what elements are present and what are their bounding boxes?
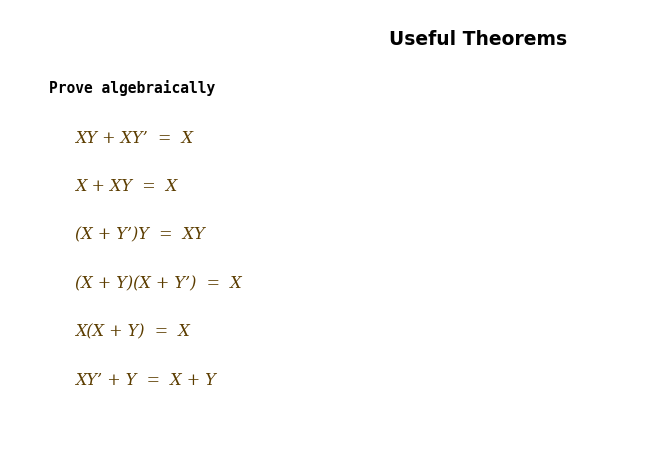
Text: Prove algebraically: Prove algebraically <box>49 80 215 96</box>
Text: X(X + Y)  =  X: X(X + Y) = X <box>75 323 190 339</box>
Text: (X + Y’)Y  =  XY: (X + Y’)Y = XY <box>75 226 205 243</box>
Text: (X + Y)(X + Y’)  =  X: (X + Y)(X + Y’) = X <box>75 274 242 291</box>
Text: Useful Theorems: Useful Theorems <box>389 30 567 49</box>
Text: XY’ + Y  =  X + Y: XY’ + Y = X + Y <box>75 371 216 388</box>
Text: X + XY  =  X: X + XY = X <box>75 178 178 195</box>
Text: XY + XY’  =  X: XY + XY’ = X <box>75 130 193 147</box>
